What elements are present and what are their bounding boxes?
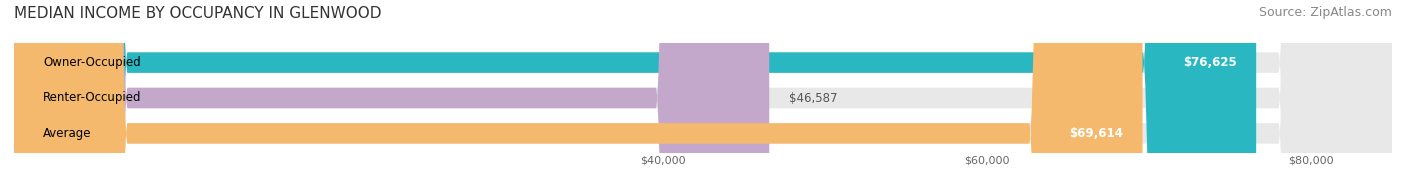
Text: Average: Average [44,127,91,140]
Text: $46,587: $46,587 [789,92,837,104]
Text: Source: ZipAtlas.com: Source: ZipAtlas.com [1258,6,1392,19]
FancyBboxPatch shape [14,0,1392,196]
Text: $69,614: $69,614 [1069,127,1123,140]
Text: MEDIAN INCOME BY OCCUPANCY IN GLENWOOD: MEDIAN INCOME BY OCCUPANCY IN GLENWOOD [14,6,381,21]
FancyBboxPatch shape [14,0,1256,196]
FancyBboxPatch shape [14,0,1392,196]
Text: Owner-Occupied: Owner-Occupied [44,56,141,69]
Text: Renter-Occupied: Renter-Occupied [44,92,142,104]
Text: $76,625: $76,625 [1182,56,1237,69]
FancyBboxPatch shape [14,0,1392,196]
FancyBboxPatch shape [14,0,1143,196]
FancyBboxPatch shape [14,0,769,196]
